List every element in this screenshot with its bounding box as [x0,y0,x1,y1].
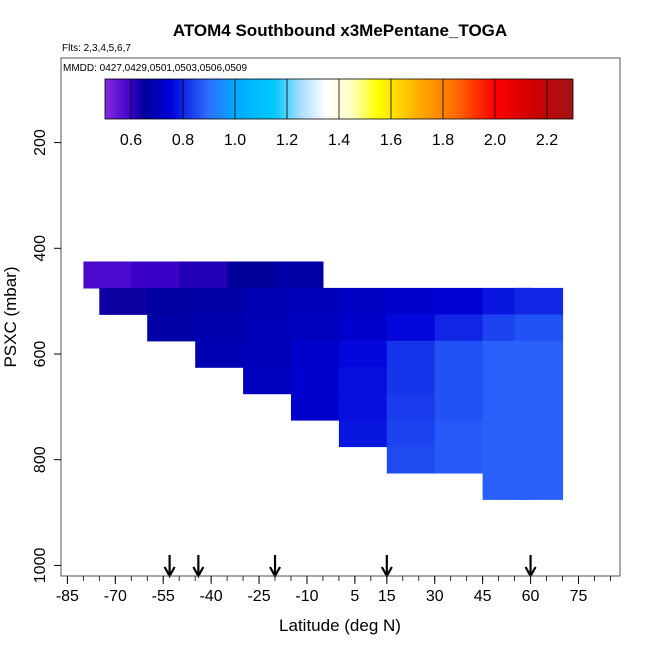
heatmap-cell [386,393,436,421]
heatmap-cell [83,261,132,289]
heatmap-cell [434,393,484,421]
heatmap-cell [338,420,388,448]
colorbar-tick-label: 1.4 [328,132,350,149]
heatmap-cell [195,340,244,368]
heatmap-cell [179,261,228,289]
heatmap-cell [434,367,484,395]
colorbar-tick-label: 0.8 [172,132,194,149]
heatmap-cell [243,287,292,315]
dates-label: MMDD: 0427,0429,0501,0503,0506,0509 [63,63,247,74]
x-tick-label: -85 [56,588,79,605]
colorbar-tick-label: 1.0 [224,132,246,149]
heatmap-cell [291,367,340,395]
heatmap-cell [386,287,436,315]
heatmap-cell [514,367,564,395]
heatmap-cell [243,314,292,342]
colorbar-tick-label: 1.8 [432,132,454,149]
heatmap-cell [291,287,340,315]
heatmap-cell [434,420,484,448]
y-axis-label: PSXC (mbar) [1,266,20,367]
y-tick-label: 200 [32,129,49,156]
x-tick-label: -40 [200,588,223,605]
heatmap-cell [514,340,564,368]
plot-frame [60,57,621,577]
heatmap-cell [514,472,564,500]
y-tick-label: 1000 [32,548,49,584]
y-axis: 200 400 600 800 1000 [32,129,61,583]
heatmap-cell [338,287,388,315]
flight-arrow [192,555,205,579]
heatmap-cell [227,261,276,289]
flight-latitude-arrows [163,555,537,579]
flights-label: Flts: 2,3,4,5,6,7 [62,43,131,54]
heatmap-cell [291,340,340,368]
heatmap-cell [434,446,484,474]
x-tick-label: -70 [104,588,127,605]
x-axis: -85 -70 -55 -40 -25 -10 5 15 30 45 60 75 [56,576,611,605]
x-tick-label: -25 [247,588,270,605]
heatmap-cell [514,393,564,421]
y-tick-label: 800 [32,446,49,473]
colorbar-tick-lines [130,79,548,119]
colorbar-tick-label: 2.2 [536,132,558,149]
flight-arrow [163,555,176,579]
heatmap-cell [434,287,484,315]
heatmap-cell [291,393,340,421]
x-axis-label: Latitude (deg N) [279,616,401,635]
heatmap-cells [83,261,564,500]
colorbar-tick-label: 2.0 [484,132,506,149]
heatmap-cell [434,314,484,342]
heatmap-cell [243,367,292,395]
colorbar-tick-labels: 0.6 0.8 1.0 1.2 1.4 1.6 1.8 2.0 2.2 [120,132,558,149]
heatmap-cell [514,314,564,342]
x-tick-label: 60 [522,588,540,605]
heatmap-cell [338,367,388,395]
x-tick-label: 30 [426,588,444,605]
heatmap-cell [243,340,292,368]
x-tick-label: 5 [350,588,359,605]
heatmap-cell [147,314,196,342]
x-tick-label: -55 [152,588,175,605]
heatmap-cell [386,340,436,368]
heatmap-cell [99,287,148,315]
x-tick-label: 45 [474,588,492,605]
colorbar-tick-label: 0.6 [120,132,142,149]
heatmap-cell [514,287,564,315]
heatmap-cell [147,287,196,315]
colorbar-tick-label: 1.6 [380,132,402,149]
heatmap-cell [386,314,436,342]
heatmap-cell [386,446,436,474]
heatmap-cell [275,261,324,289]
heatmap-cell [131,261,180,289]
x-tick-label: -10 [295,588,318,605]
flight-arrow [524,555,537,579]
y-tick-label: 600 [32,341,49,368]
x-tick-label: 75 [570,588,588,605]
flight-arrow [380,555,393,579]
heatmap-cell [514,446,564,474]
heatmap-cell [514,420,564,448]
heatmap-cell [195,314,244,342]
heatmap-cell [386,420,436,448]
heatmap-cell [434,340,484,368]
heatmap-cell [195,287,244,315]
heatmap-cell [338,393,388,421]
heatmap-cell [338,340,388,368]
colorbar-tick-label: 1.2 [276,132,298,149]
heatmap-cell [386,367,436,395]
x-tick-label: 15 [378,588,396,605]
y-tick-label: 400 [32,235,49,262]
heatmap-cell [291,314,340,342]
chart-title: ATOM4 Southbound x3MePentane_TOGA [173,21,507,40]
heatmap-cell [338,314,388,342]
flight-arrow [269,555,281,579]
colorbar: 0.6 0.8 1.0 1.2 1.4 1.6 1.8 2.0 2.2 [104,78,574,149]
